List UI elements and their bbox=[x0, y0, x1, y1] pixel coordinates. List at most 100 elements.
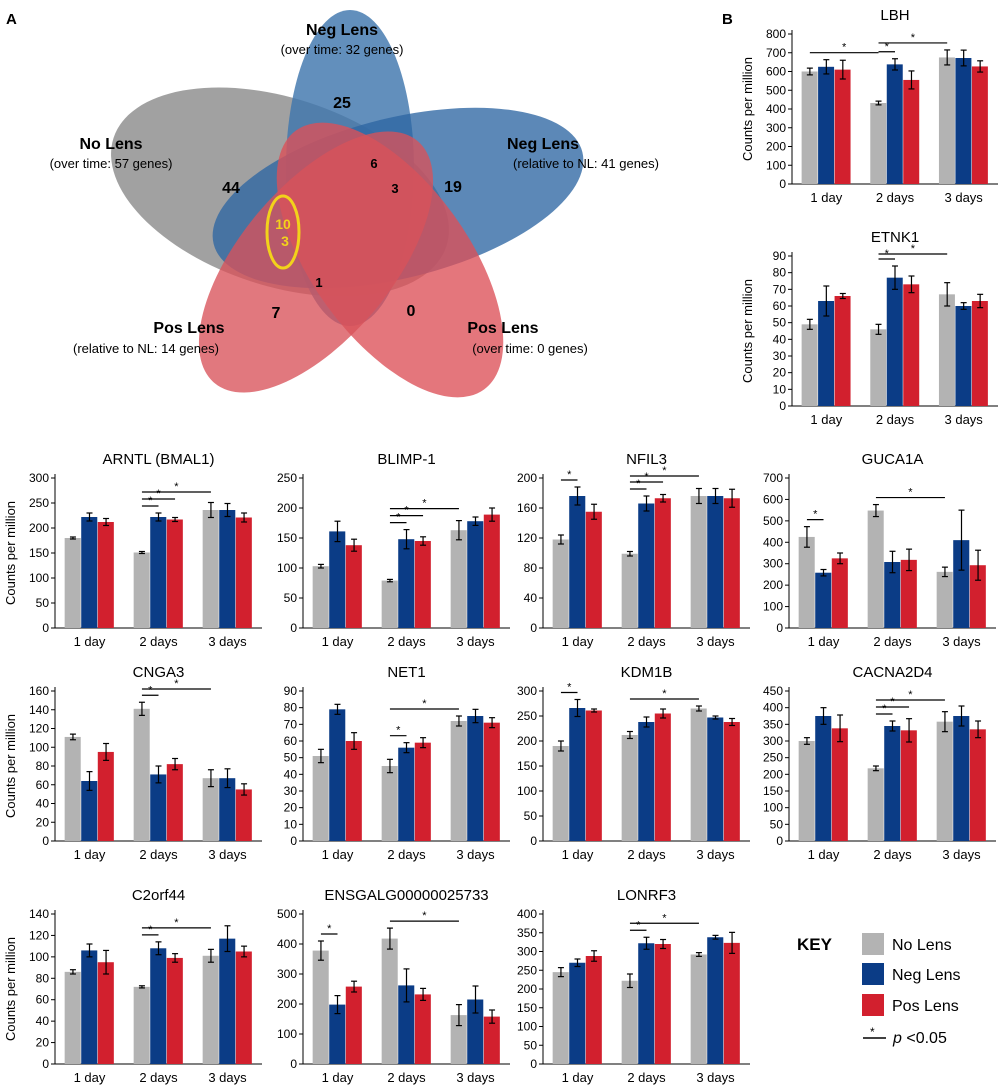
y-tick-label: 100 bbox=[29, 571, 49, 585]
y-tick-label: 0 bbox=[42, 621, 49, 635]
x-tick-label: 2 days bbox=[139, 634, 178, 649]
bar-pos-lens bbox=[723, 498, 740, 628]
bar-pos-lens bbox=[166, 957, 183, 1064]
significance-star: * bbox=[422, 698, 427, 710]
significance-star: * bbox=[911, 243, 916, 255]
significance-star: * bbox=[662, 912, 667, 924]
x-tick-label: 1 day bbox=[562, 847, 594, 862]
y-tick-label: 700 bbox=[766, 46, 786, 60]
bar-neg-lens bbox=[219, 510, 236, 628]
x-tick-label: 3 days bbox=[945, 190, 984, 205]
chart-ensgalg: ENSGALG00000025733 0 100 200 300 400 500 1 day 2… bbox=[277, 887, 510, 1085]
venn-count-pos-time: 0 bbox=[407, 303, 416, 320]
x-tick-label: 1 day bbox=[810, 412, 842, 427]
venn-subtitle-no-lens: (over time: 57 genes) bbox=[50, 156, 173, 171]
bar-neg-lens bbox=[569, 708, 586, 841]
y-tick-label: 60 bbox=[773, 299, 787, 313]
x-tick-label: 2 days bbox=[627, 1070, 666, 1085]
bar-pos-lens bbox=[166, 764, 183, 841]
bar-pos-lens bbox=[585, 710, 602, 841]
y-tick-label: 600 bbox=[766, 65, 786, 79]
bar-pos-lens bbox=[166, 519, 183, 628]
key-significance-p: p bbox=[892, 1030, 902, 1047]
bar-pos-lens bbox=[235, 517, 252, 628]
y-tick-label: 80 bbox=[773, 266, 787, 280]
significance-star: * bbox=[662, 465, 667, 477]
bar-no-lens bbox=[798, 741, 815, 841]
bar-pos-lens bbox=[971, 301, 988, 406]
chart-title: ETNK1 bbox=[871, 229, 919, 246]
bar-neg-lens bbox=[150, 517, 167, 628]
bar-no-lens bbox=[870, 329, 887, 406]
significance-star: * bbox=[882, 703, 887, 715]
y-tick-label: 30 bbox=[284, 784, 298, 798]
bar-neg-lens bbox=[707, 496, 724, 628]
y-tick-label: 140 bbox=[29, 703, 49, 717]
venn-title-neg-nl: Neg Lens bbox=[507, 136, 579, 153]
bar-no-lens bbox=[938, 57, 955, 184]
y-tick-label: 200 bbox=[517, 471, 537, 485]
y-tick-label: 40 bbox=[524, 591, 538, 605]
significance-star: * bbox=[327, 923, 332, 935]
venn-subtitle-neg-nl: (relative to NL: 41 genes) bbox=[513, 156, 659, 171]
bar-pos-lens bbox=[483, 514, 500, 628]
bar-no-lens bbox=[450, 530, 467, 628]
x-tick-label: 3 days bbox=[942, 634, 981, 649]
bar-pos-lens bbox=[903, 79, 920, 184]
venn-highlight-ring bbox=[265, 194, 301, 270]
bar-pos-lens bbox=[831, 558, 848, 628]
y-tick-label: 0 bbox=[290, 834, 297, 848]
y-tick-label: 500 bbox=[277, 907, 297, 921]
bar-neg-lens bbox=[219, 938, 236, 1064]
y-tick-label: 200 bbox=[517, 982, 537, 996]
y-tick-label: 50 bbox=[524, 809, 538, 823]
significance-star: * bbox=[396, 512, 401, 524]
y-tick-label: 40 bbox=[773, 332, 787, 346]
x-tick-label: 1 day bbox=[322, 1070, 354, 1085]
x-tick-label: 3 days bbox=[945, 412, 984, 427]
x-tick-label: 2 days bbox=[387, 634, 426, 649]
bar-no-lens bbox=[621, 553, 638, 628]
bar-no-lens bbox=[867, 768, 884, 841]
bar-no-lens bbox=[202, 778, 219, 841]
venn-highlight-count-bottom: 3 bbox=[281, 233, 289, 249]
chart-title: LONRF3 bbox=[617, 887, 676, 904]
y-tick-label: 150 bbox=[763, 784, 783, 798]
chart-title: CACNA2D4 bbox=[852, 664, 932, 681]
y-tick-label: 150 bbox=[517, 759, 537, 773]
bar-pos-lens bbox=[900, 730, 917, 841]
y-tick-label: 70 bbox=[284, 717, 298, 731]
y-tick-label: 200 bbox=[763, 578, 783, 592]
venn-count-pos-nl: 7 bbox=[272, 305, 281, 322]
y-tick-label: 300 bbox=[517, 684, 537, 698]
y-axis-label: Counts per million bbox=[3, 714, 18, 818]
x-tick-label: 1 day bbox=[810, 190, 842, 205]
y-tick-label: 200 bbox=[277, 501, 297, 515]
bar-no-lens bbox=[381, 938, 398, 1064]
y-tick-label: 0 bbox=[42, 834, 49, 848]
x-tick-label: 3 days bbox=[942, 847, 981, 862]
venn-count-neg-nl: 19 bbox=[444, 179, 462, 196]
chart-title: LBH bbox=[880, 7, 909, 24]
y-tick-label: 100 bbox=[29, 740, 49, 754]
bar-neg-lens bbox=[886, 64, 903, 184]
x-tick-label: 3 days bbox=[456, 634, 495, 649]
x-tick-label: 2 days bbox=[627, 634, 666, 649]
y-tick-label: 100 bbox=[766, 158, 786, 172]
x-tick-label: 2 days bbox=[627, 847, 666, 862]
significance-star: * bbox=[644, 471, 649, 483]
y-tick-label: 250 bbox=[277, 471, 297, 485]
chart-lonrf3: LONRF3 0 50 100 150 200 250 300 350 400 1 day 2 day… bbox=[517, 887, 750, 1085]
key-label-neg-lens: Neg Lens bbox=[892, 967, 961, 984]
x-tick-label: 3 days bbox=[208, 634, 247, 649]
bar-pos-lens bbox=[903, 284, 920, 406]
bar-no-lens bbox=[64, 538, 81, 628]
significance-star: * bbox=[174, 678, 179, 690]
bar-pos-lens bbox=[723, 722, 740, 841]
key-significance-threshold: <0.05 bbox=[902, 1030, 947, 1047]
bar-pos-lens bbox=[969, 565, 986, 628]
y-tick-label: 200 bbox=[277, 997, 297, 1011]
y-tick-label: 40 bbox=[284, 767, 298, 781]
significance-star: * bbox=[885, 41, 890, 53]
